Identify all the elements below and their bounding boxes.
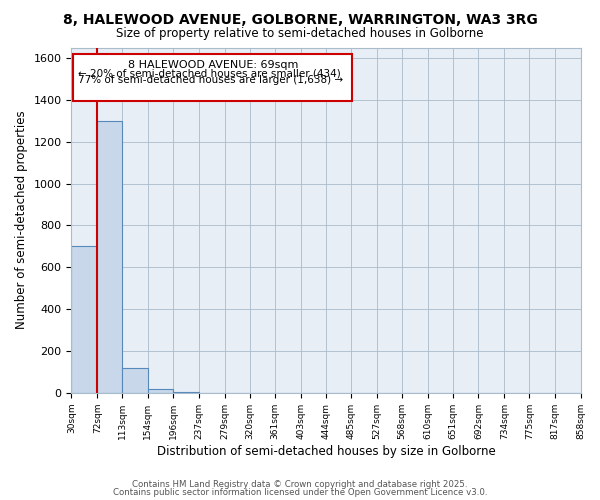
Bar [122,368,148,393]
Text: Contains public sector information licensed under the Open Government Licence v3: Contains public sector information licen… [113,488,487,497]
Bar [71,246,97,393]
Text: ← 20% of semi-detached houses are smaller (434): ← 20% of semi-detached houses are smalle… [78,68,341,78]
Bar [97,121,122,393]
Bar [148,388,173,393]
Y-axis label: Number of semi-detached properties: Number of semi-detached properties [15,111,28,330]
X-axis label: Distribution of semi-detached houses by size in Golborne: Distribution of semi-detached houses by … [157,444,496,458]
Text: 77% of semi-detached houses are larger (1,638) →: 77% of semi-detached houses are larger (… [78,74,343,85]
Text: Contains HM Land Registry data © Crown copyright and database right 2025.: Contains HM Land Registry data © Crown c… [132,480,468,489]
Bar [173,392,199,393]
Text: Size of property relative to semi-detached houses in Golborne: Size of property relative to semi-detach… [116,28,484,40]
Text: 8, HALEWOOD AVENUE, GOLBORNE, WARRINGTON, WA3 3RG: 8, HALEWOOD AVENUE, GOLBORNE, WARRINGTON… [62,12,538,26]
FancyBboxPatch shape [73,54,352,101]
Text: 8 HALEWOOD AVENUE: 69sqm: 8 HALEWOOD AVENUE: 69sqm [128,60,298,70]
